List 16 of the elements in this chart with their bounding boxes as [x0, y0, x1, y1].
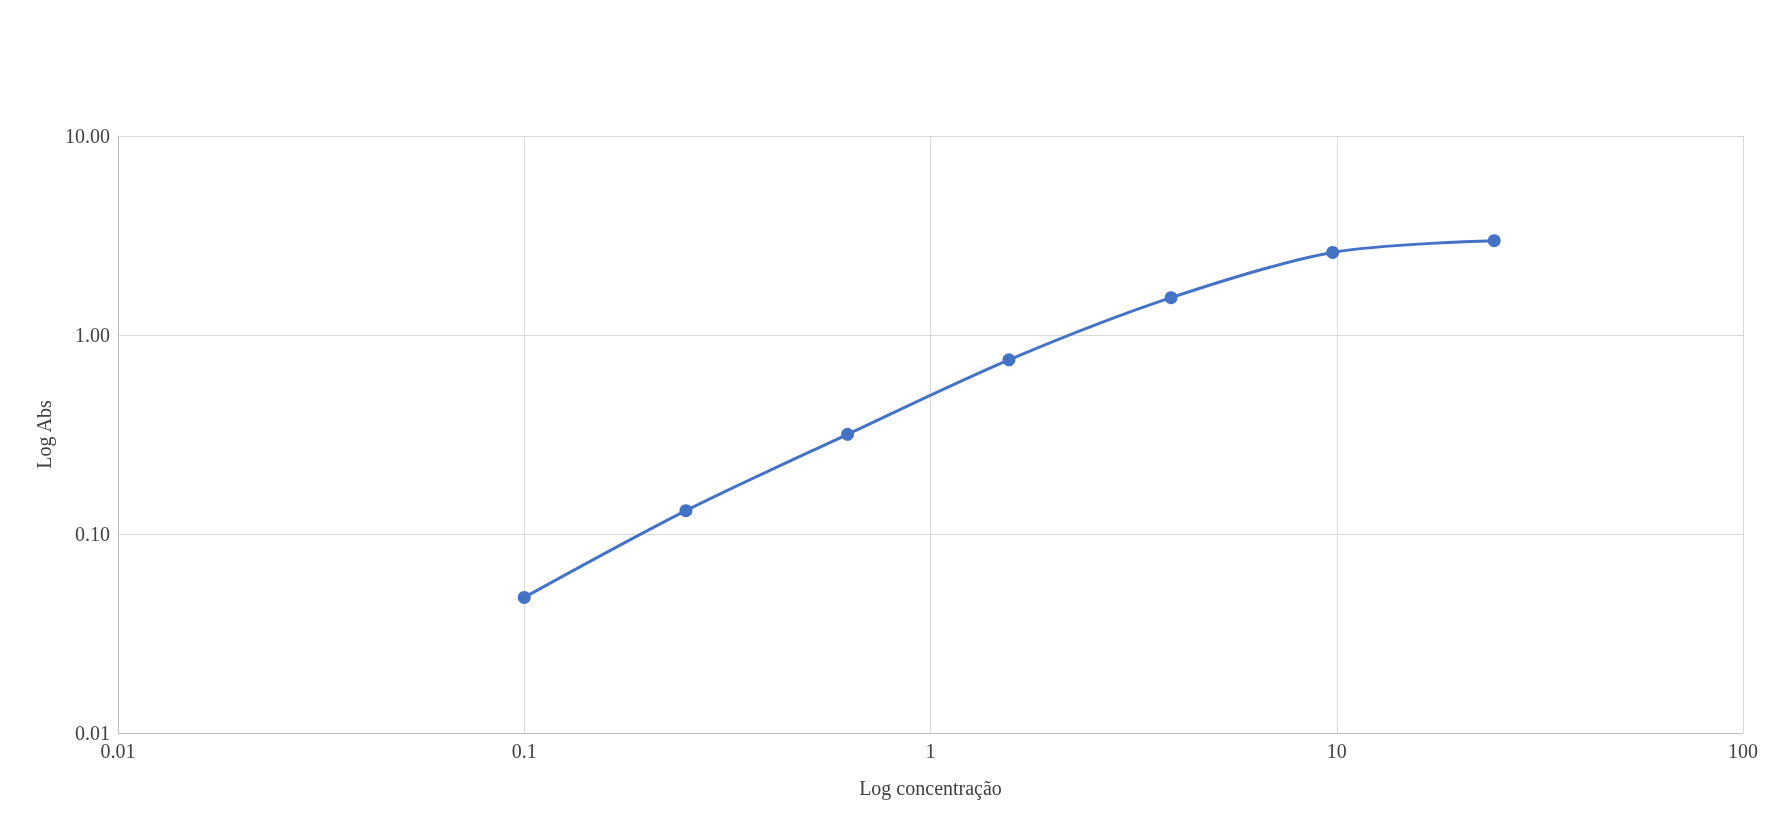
point [1326, 245, 1340, 259]
y-axis-title: Log Abs [33, 400, 57, 469]
x-tick-label: 100 [1728, 740, 1758, 762]
point [517, 590, 531, 604]
point [679, 504, 693, 518]
x-tick-label: 0.1 [511, 740, 537, 762]
x-tick-label: 10 [1326, 740, 1347, 762]
point [1164, 291, 1178, 305]
point [1487, 234, 1501, 248]
x-axis-title: Log concentração [859, 777, 1002, 800]
x-tick-label: 1 [925, 740, 936, 762]
y-tick-label: 10.00 [65, 125, 110, 147]
point [1002, 353, 1016, 367]
y-tick-label: 1.00 [75, 324, 110, 346]
y-tick-label: 0.10 [75, 523, 110, 545]
point [841, 427, 855, 441]
